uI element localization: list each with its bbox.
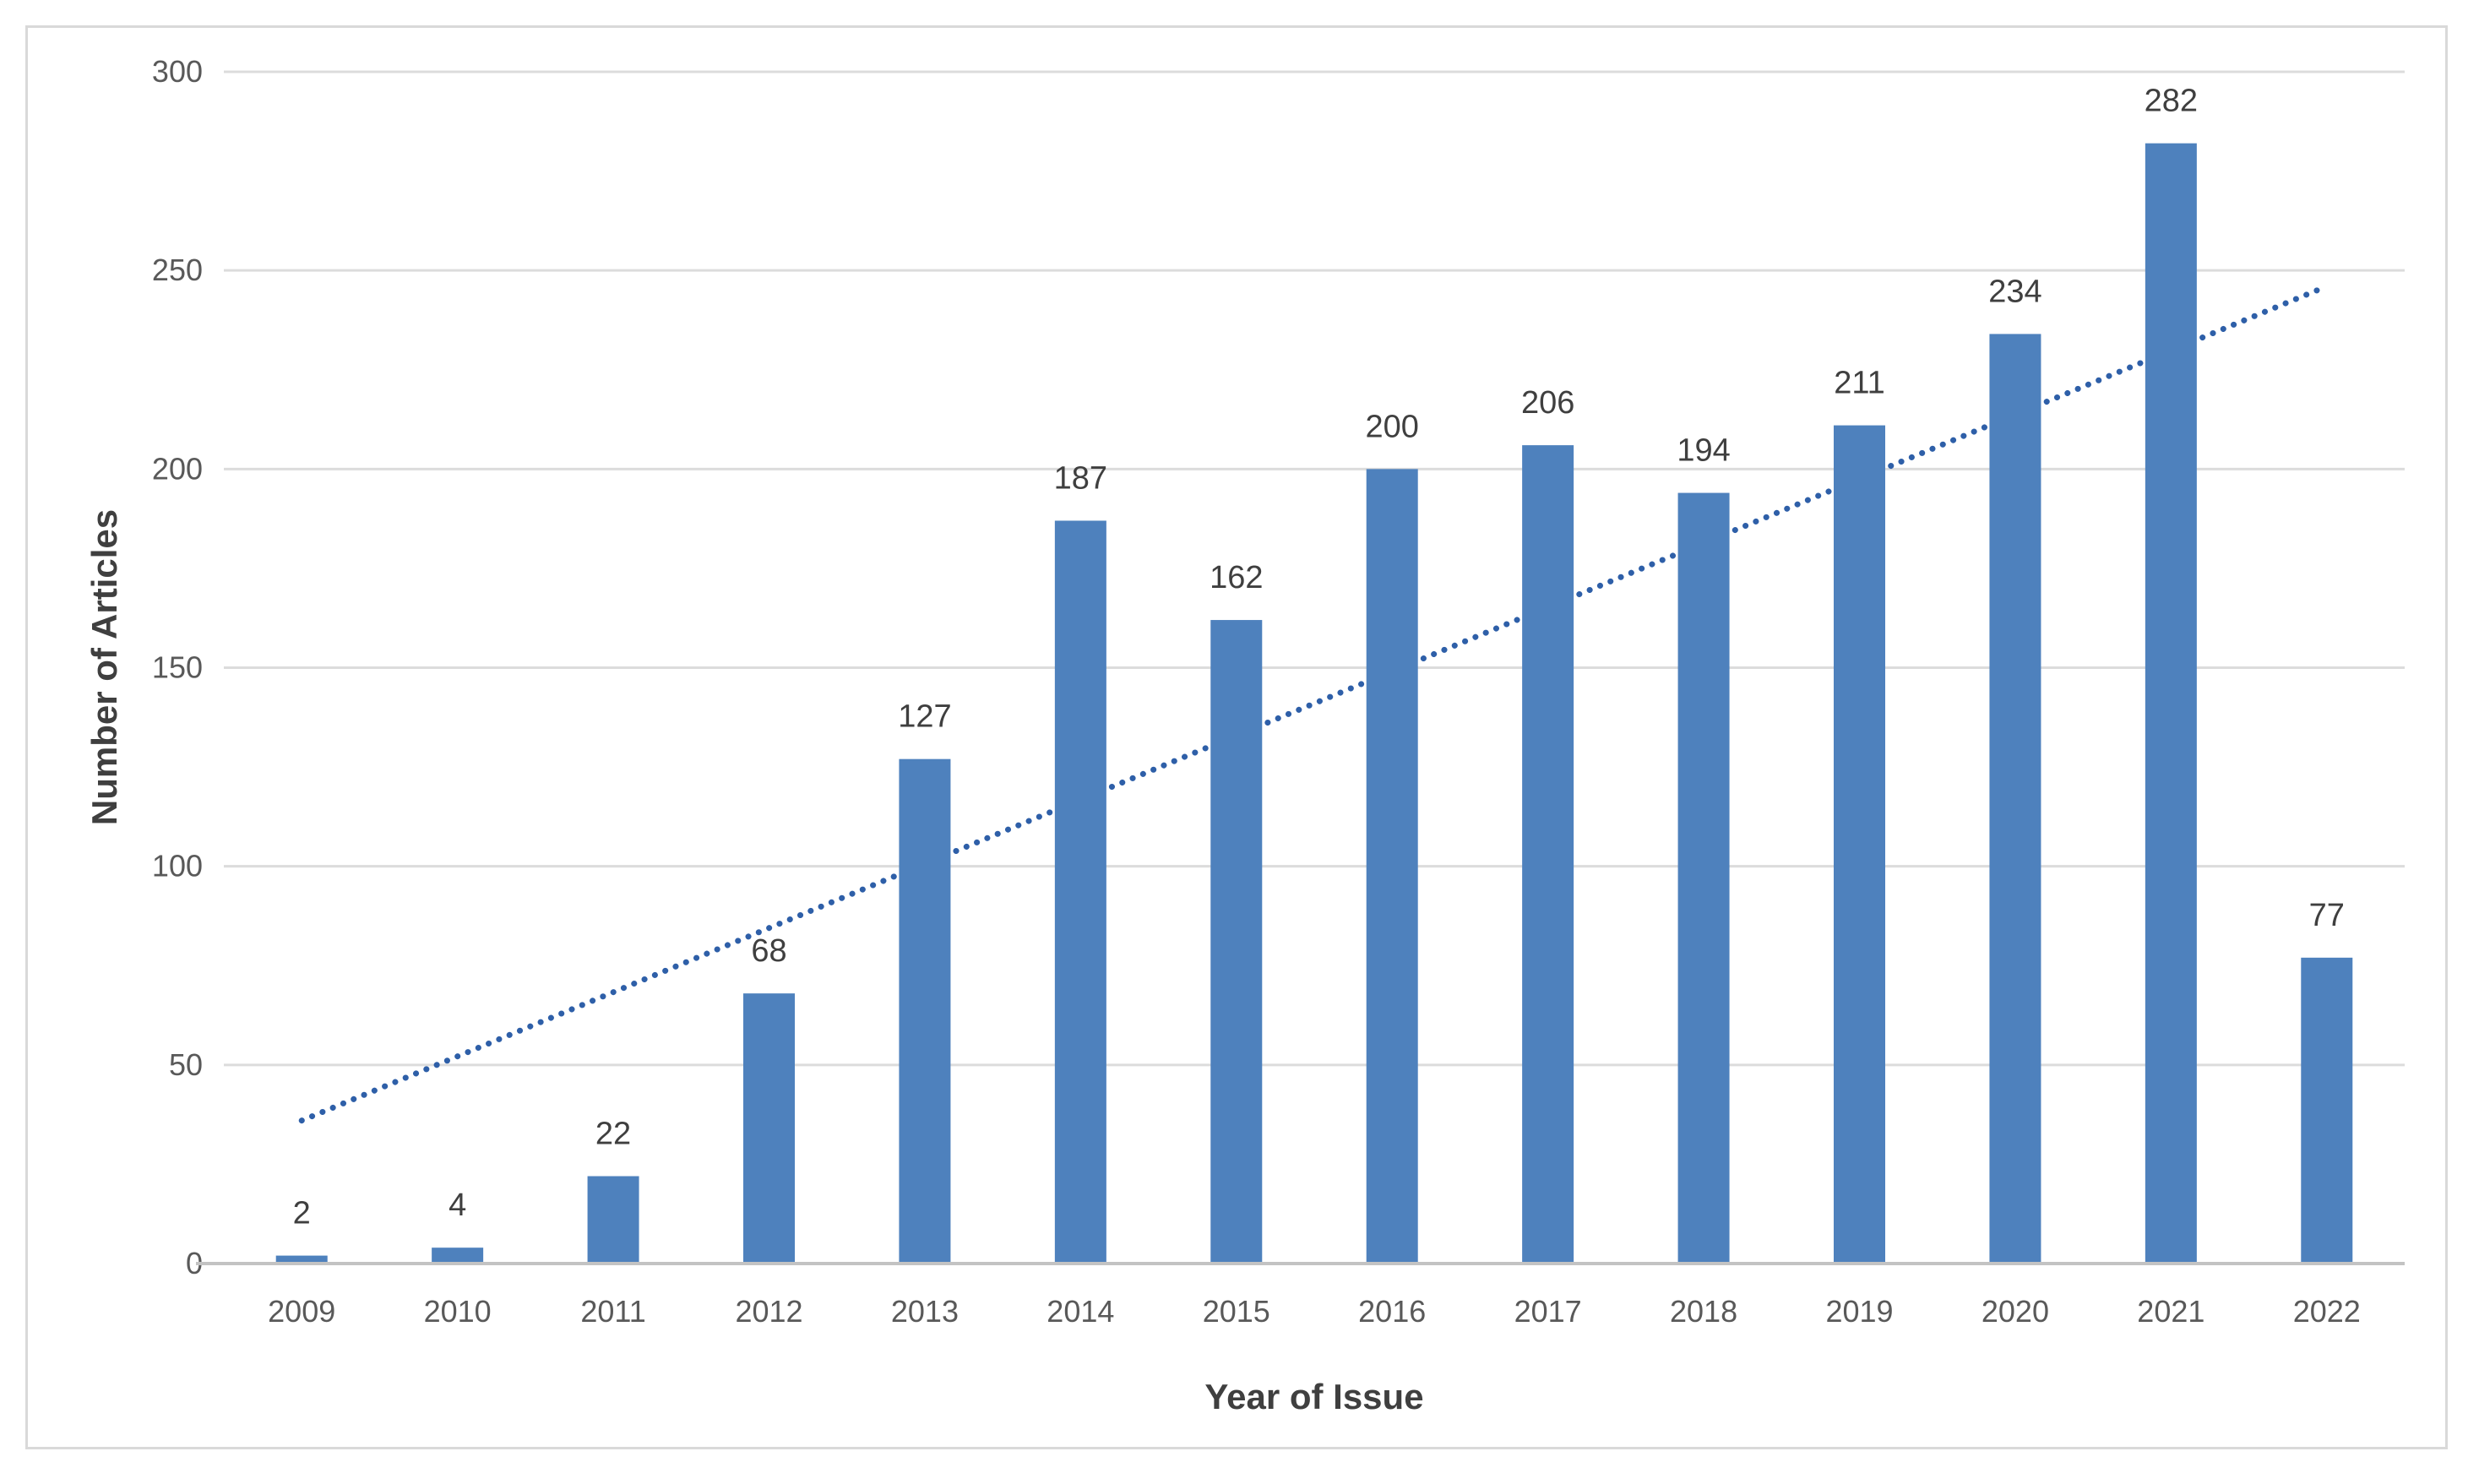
- x-tick-label-2021: 2021: [2137, 1294, 2204, 1329]
- x-tick-label-2018: 2018: [1670, 1294, 1737, 1329]
- bar-value-label-2017: 206: [1521, 385, 1574, 421]
- bar-2012: [743, 993, 795, 1264]
- bar-2016: [1366, 469, 1418, 1264]
- bar-2015: [1210, 620, 1263, 1264]
- x-tick-label-2016: 2016: [1358, 1294, 1426, 1329]
- y-axis-title: Number of Articles: [84, 509, 124, 825]
- bar-2019: [1834, 425, 1885, 1264]
- x-tick-label-2010: 2010: [424, 1294, 492, 1329]
- y-tick-label-200: 200: [152, 451, 203, 486]
- x-tick-label-2011: 2011: [580, 1294, 645, 1329]
- x-tick-label-2019: 2019: [1825, 1294, 1893, 1329]
- bar-2018: [1677, 492, 1730, 1264]
- y-tick-label-300: 300: [152, 54, 203, 89]
- y-tick-label-100: 100: [152, 849, 203, 883]
- x-tick-label-2009: 2009: [268, 1294, 335, 1329]
- y-tick-label-50: 50: [169, 1047, 203, 1082]
- bars-group: [275, 143, 2353, 1264]
- bar-value-label-2019: 211: [1834, 366, 1885, 401]
- y-tick-label-0: 0: [186, 1246, 203, 1280]
- x-tick-label-2012: 2012: [735, 1294, 802, 1329]
- bar-value-label-2014: 187: [1054, 460, 1107, 496]
- bar-value-label-2011: 22: [595, 1117, 631, 1152]
- bar-2010: [432, 1248, 484, 1264]
- bar-value-label-2018: 194: [1677, 433, 1730, 469]
- bar-value-label-2010: 4: [449, 1188, 466, 1223]
- bar-2021: [2145, 143, 2197, 1264]
- bar-value-label-2013: 127: [898, 699, 951, 735]
- bar-value-label-2022: 77: [2309, 898, 2345, 933]
- x-axis-title: Year of Issue: [1204, 1377, 1423, 1416]
- x-tick-label-2014: 2014: [1047, 1294, 1114, 1329]
- bar-2022: [2301, 957, 2353, 1264]
- y-tick-label-250: 250: [152, 253, 203, 287]
- bar-value-labels: 2 4 22 68 127 187 162 200 206 194 211 234 282 77: [293, 84, 2345, 1231]
- bar-2013: [899, 758, 951, 1264]
- bar-2011: [587, 1176, 639, 1264]
- bar-value-label-2020: 234: [1988, 274, 2041, 309]
- x-tick-label-2020: 2020: [1982, 1294, 2049, 1329]
- bar-2020: [1989, 334, 2041, 1264]
- bar-value-label-2009: 2: [293, 1196, 311, 1231]
- x-tick-label-2013: 2013: [891, 1294, 959, 1329]
- x-tick-label-2017: 2017: [1514, 1294, 1582, 1329]
- x-tick-label-2015: 2015: [1203, 1294, 1270, 1329]
- x-axis-tick-labels: 2009 2010 2011 2012 2013 2014 2015 2016 2017 2018…: [268, 1294, 2361, 1329]
- bar-value-label-2016: 200: [1366, 409, 1419, 444]
- bar-value-label-2015: 162: [1210, 560, 1263, 595]
- x-tick-label-2022: 2022: [2293, 1294, 2361, 1329]
- bar-value-label-2021: 282: [2145, 84, 2198, 119]
- bar-2017: [1522, 445, 1574, 1264]
- y-tick-label-150: 150: [152, 650, 203, 685]
- y-axis-tick-labels: 0 50 100 150 200 250 300: [152, 54, 203, 1280]
- bar-value-label-2012: 68: [751, 933, 786, 969]
- bar-2009: [275, 1255, 328, 1264]
- gridlines-group: [224, 70, 2405, 1067]
- bar-2014: [1054, 520, 1106, 1264]
